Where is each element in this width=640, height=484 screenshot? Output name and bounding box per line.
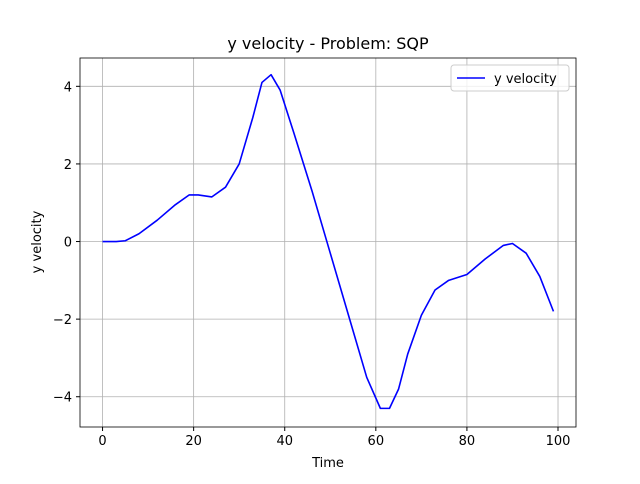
y-tick-label: 0 <box>64 236 72 251</box>
y-tick-label: −2 <box>53 313 72 328</box>
y-tick-label: 4 <box>64 80 72 95</box>
x-tick-label: 80 <box>459 434 476 449</box>
chart-title: y velocity - Problem: SQP <box>227 34 429 53</box>
x-axis-label: Time <box>311 456 344 471</box>
plot-frame <box>79 57 577 428</box>
legend-box <box>450 64 570 92</box>
y-tick-label: 2 <box>64 158 72 173</box>
data-line <box>102 73 555 410</box>
x-tick-label: 40 <box>276 434 293 449</box>
x-tick-label: 100 <box>546 434 571 449</box>
x-tick-label: 0 <box>98 434 106 449</box>
x-tick-label: 60 <box>368 434 385 449</box>
y-tick-label: −4 <box>53 391 72 406</box>
legend-label: y velocity <box>494 72 557 87</box>
x-tick-label: 20 <box>185 434 202 449</box>
y-axis-label: y velocity <box>30 210 45 273</box>
